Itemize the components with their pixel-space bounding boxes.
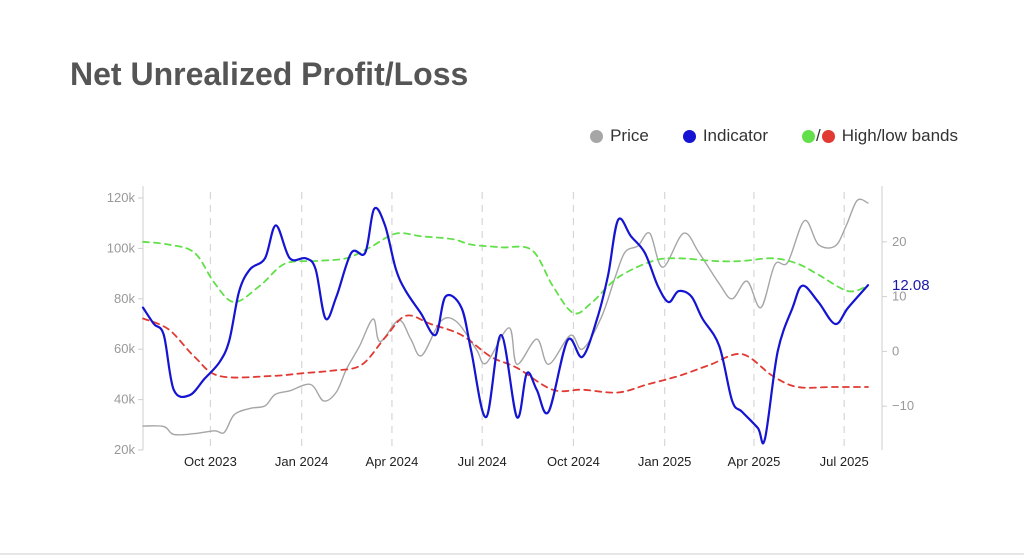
bottom-divider	[0, 553, 1024, 555]
indicator-dot-icon	[682, 129, 696, 143]
y-left-tick-label: 40k	[114, 392, 135, 407]
low-band-dot-icon	[821, 129, 835, 143]
y-right-tick-label: −10	[892, 398, 914, 413]
price-dot-icon	[590, 129, 604, 143]
x-tick-label: Jan 2024	[275, 454, 329, 469]
indicator-series-line	[141, 206, 870, 445]
low-band-series-line	[142, 314, 869, 394]
y-left-tick-label: 100k	[107, 240, 136, 255]
last-value-label: 12.08	[892, 277, 930, 294]
x-tick-label: Apr 2024	[366, 454, 419, 469]
legend-item-bands[interactable]: / High/low bands	[802, 126, 958, 146]
legend-label-indicator: Indicator	[702, 126, 769, 145]
chart-title: Net Unrealized Profit/Loss	[70, 56, 469, 92]
legend-item-indicator[interactable]: Indicator	[682, 126, 769, 146]
x-tick-label: Apr 2025	[728, 454, 781, 469]
price-series-line	[142, 198, 869, 436]
x-tick-label: Oct 2023	[184, 454, 237, 469]
chart-legend: Price Indicator / High/low bands	[590, 126, 958, 146]
legend-separator: /	[816, 126, 821, 145]
x-tick-label: Oct 2024	[547, 454, 600, 469]
y-left-tick-label: 60k	[114, 341, 135, 356]
y-right-tick-label: 0	[892, 343, 899, 358]
y-right-tick-label: 20	[892, 234, 906, 249]
legend-label-price: Price	[610, 126, 649, 145]
legend-item-price[interactable]: Price	[590, 126, 649, 146]
x-tick-label: Jul 2025	[820, 454, 869, 469]
y-left-tick-label: 80k	[114, 291, 135, 306]
high-band-dot-icon	[802, 129, 816, 143]
y-left-tick-label: 120k	[107, 190, 136, 205]
x-tick-label: Jul 2024	[458, 454, 507, 469]
chart-plot: Oct 2023 Jan 2024 Apr 2024 Jul 2024 Oct 2024…	[107, 186, 930, 469]
y-left-tick-label: 20k	[114, 442, 135, 457]
x-tick-label: Jan 2025	[638, 454, 692, 469]
legend-label-bands: High/low bands	[841, 126, 958, 145]
y-right-tick-label: 10	[892, 289, 906, 304]
high-band-series-line	[142, 232, 869, 315]
